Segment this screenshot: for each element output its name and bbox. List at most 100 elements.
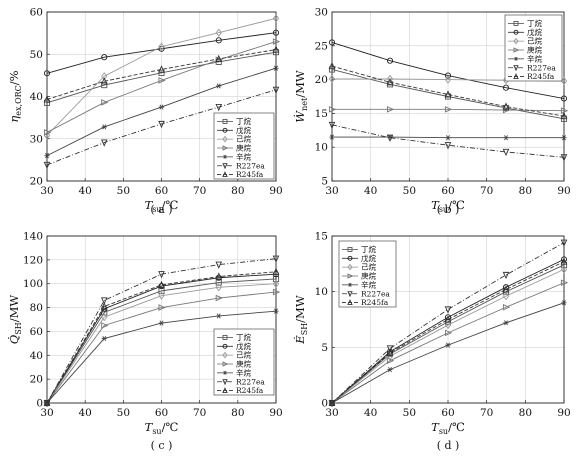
panel-c: 30 40 50 60 70 80 90 0 20 40 60 80 100 120 140 Tsu/℃ Q̇S… [7,231,283,453]
data-point [158,120,165,129]
data-point [502,284,510,291]
x-tick-label: 30 [40,185,53,197]
legend-item: R227ea [217,377,265,386]
legend-label: 辛烷 [236,151,251,161]
data-point [444,75,452,84]
data-point [386,357,395,364]
data-point [560,265,568,274]
x-tick-label: 50 [117,185,130,197]
data-point [158,69,165,76]
x-tick-label: 70 [480,407,493,419]
legend-label: 庚烷 [236,143,251,153]
series-line [46,273,277,404]
y-tick-label: 5 [321,342,328,354]
x-tick-label: 70 [480,185,493,197]
data-point [328,106,337,113]
series-line [46,41,277,133]
data-point [158,280,165,288]
x-tick-label: 40 [78,185,91,197]
data-point [444,329,453,337]
data-point [215,283,222,292]
y-axis-label: ηex,ORC/% [7,70,23,122]
legend-item: 庚烷 [217,143,251,153]
x-tick-label: 30 [325,185,338,197]
y-tick-label: 60 [30,326,43,338]
y-axis-label: ĖSH/MW [293,295,309,345]
panel-caption: ( b ) [437,203,460,216]
data-point [101,82,108,89]
series-己烷 [43,14,280,140]
data-point [502,106,511,114]
data-point [503,135,509,141]
data-point [101,124,107,130]
x-axis-label: Tsu/℃ [431,198,465,214]
legend-marker [222,334,228,340]
legend-item: 戊烷 [217,125,251,135]
data-point [158,291,165,300]
legend-marker [222,361,229,367]
data-point [444,142,452,150]
series-line [46,271,277,404]
legend-label: 辛烷 [236,367,251,377]
legend-item: 戊烷 [508,27,542,37]
x-tick-label: 90 [269,185,282,197]
series-line [331,242,565,404]
legend-item: 己烷 [342,262,376,272]
data-point [561,300,567,306]
data-point [215,54,223,62]
legend-label: 丁烷 [236,332,251,342]
data-point [216,83,222,89]
series-r227ea [328,121,568,162]
legend-label: R227ea [527,63,556,72]
data-point [273,308,279,314]
y-tick-label: 120 [23,254,43,266]
y-tick-label: 50 [30,49,43,61]
data-point [272,288,281,296]
data-point [158,104,165,110]
data-point [101,335,107,342]
x-tick-label: 60 [155,185,168,197]
data-point [444,106,453,113]
panel-b: 30 40 50 60 70 80 90 5 10 15 20 25 30 Tsu/℃ Ẇnet/MW 丁烷戊… [293,7,571,217]
y-tick-label: 0 [36,398,43,410]
legend-marker [223,370,227,375]
series-line [46,51,277,104]
data-point [328,39,336,46]
data-point [100,139,108,147]
legend-item: 庚烷 [342,271,376,281]
x-tick-label: 90 [557,407,570,419]
panel-caption: ( d ) [437,439,460,452]
data-point [560,111,568,120]
x-axis-label: Tsu/℃ [431,420,465,436]
data-point [386,106,395,113]
legend-label: 丁烷 [527,18,542,28]
data-point [328,121,336,130]
series-line [331,69,565,120]
legend-label: 戊烷 [236,125,251,135]
data-point [43,129,52,136]
legend-item: 辛烷 [217,367,251,377]
x-tick-label: 60 [441,407,454,419]
data-point [444,72,452,79]
x-tick-label: 90 [269,407,282,419]
data-point [444,315,452,323]
y-tick-label: 20 [30,374,43,386]
x-tick-label: 50 [117,407,130,419]
x-tick-label: 60 [155,407,168,419]
data-point [560,95,568,102]
legend-marker [347,263,353,271]
data-point [561,135,567,141]
series-r245fa [328,61,568,120]
legend-label: R245fa [527,72,555,81]
data-point [100,77,108,85]
y-tick-label: 30 [30,133,43,145]
x-tick-label: 80 [231,185,244,197]
series-line [331,124,565,158]
legend-label: 己烷 [236,350,251,360]
legend-item: 戊烷 [342,253,376,263]
data-point [328,74,336,84]
legend-marker [222,171,228,178]
data-point [43,95,51,103]
legend-marker [222,145,229,151]
